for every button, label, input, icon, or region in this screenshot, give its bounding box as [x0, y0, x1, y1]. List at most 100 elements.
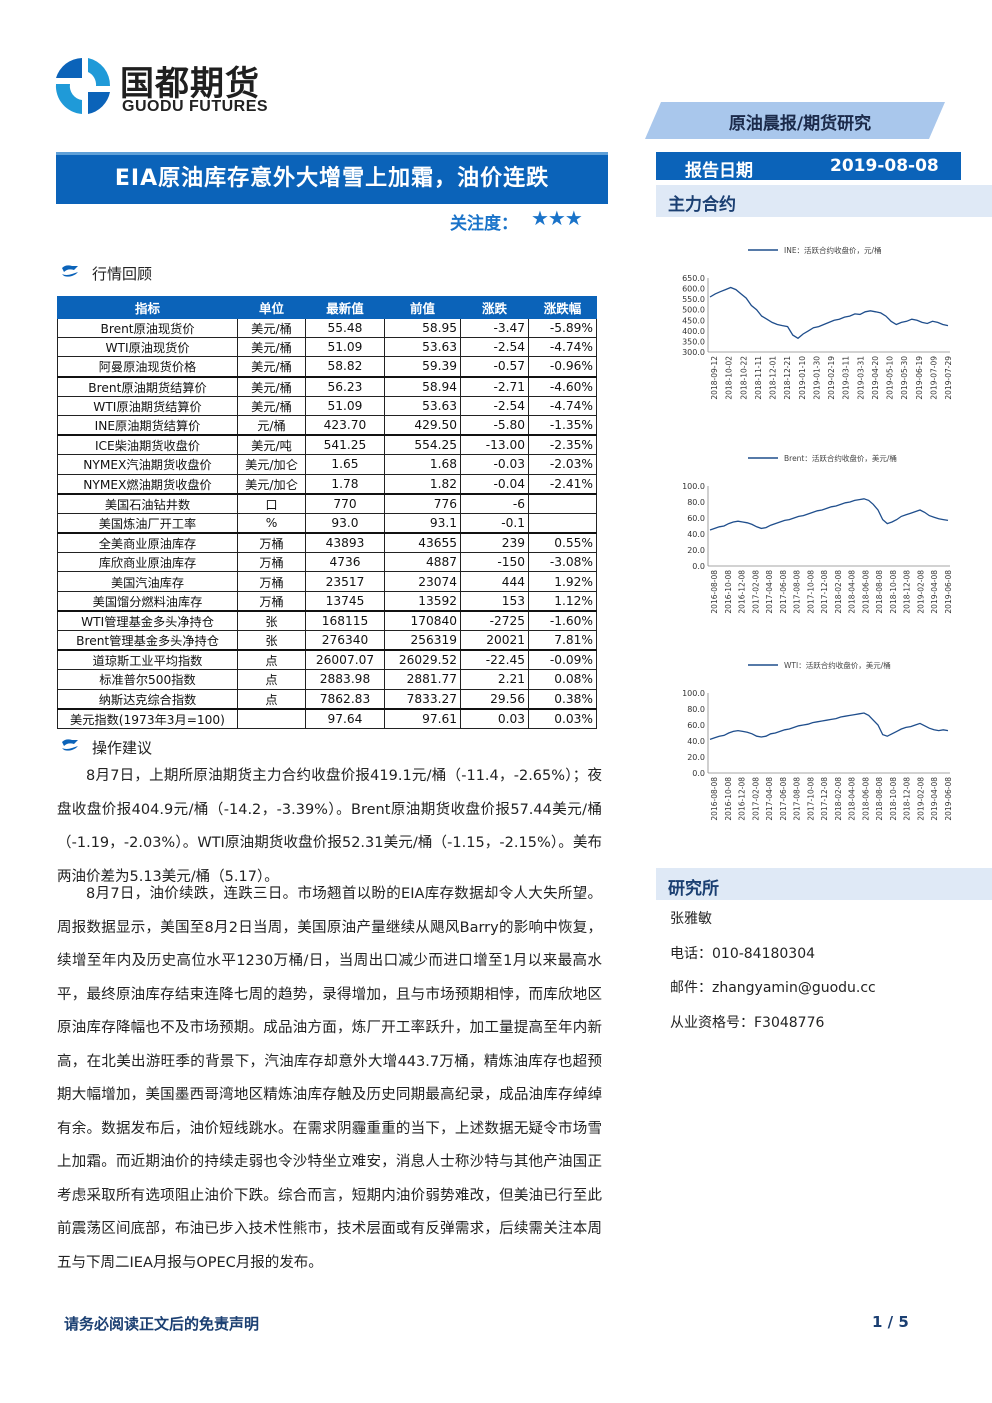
table-row: 纳斯达克综合指数点 7862.83 7833.27 29.56 0.38% [57, 688, 597, 710]
report-date-label: 报告日期 [685, 161, 753, 181]
table-cell: WTI原油现货价 [57, 337, 238, 358]
x-tick-label: 2016-12-08 [738, 777, 747, 821]
x-tick-label: 2019-06-08 [944, 570, 953, 614]
table-cell: NYMEX燃油期货收盘价 [57, 473, 238, 495]
brand-name-cn: 国都期货 [120, 64, 260, 104]
table-cell: -6 [460, 492, 529, 514]
x-tick-label: 2019-06-08 [944, 777, 953, 821]
x-tick-label: 2019-04-20 [871, 356, 880, 400]
table-cell: 美元指数(1973年3月=100) [57, 707, 238, 729]
table-row: WTI原油期货结算价 美元/桶 51.09 53.63 -2.54 -4.74% [57, 395, 597, 416]
x-tick-label: 2018-12-21 [783, 356, 792, 400]
report-date-bar [656, 152, 961, 180]
y-tick-label: 400.0 [682, 327, 705, 336]
x-tick-label: 2016-10-08 [724, 777, 733, 821]
table-cell: -5.89% [528, 317, 597, 339]
table-cell: 55.48 [305, 317, 385, 339]
brent-price-chart: Brent：活跃合约收盘价，美元/桶 100.0 80.0 60.0 40.0 20.0 0… [682, 453, 953, 614]
price-series-line [709, 498, 949, 531]
table-cell: 美元/桶 [237, 356, 306, 378]
table-cell: 美国石油钻井数 [57, 492, 238, 514]
x-tick-label: 2017-10-08 [806, 777, 815, 821]
table-cell: 444 [460, 571, 529, 592]
table-cell [528, 512, 597, 534]
table-cell: -3.08% [528, 552, 597, 573]
x-tick-label: 2017-06-08 [779, 777, 788, 821]
legend-label: INE：活跃合约收盘价，元/桶 [784, 245, 882, 255]
table-cell: 153 [460, 590, 529, 612]
x-tick-label: 2019-02-08 [916, 570, 925, 614]
table-cell: 4887 [384, 552, 461, 573]
table-cell: 万桶 [237, 552, 306, 573]
x-tick-label: 2017-08-08 [793, 570, 802, 614]
table-cell: 0.38% [528, 688, 597, 710]
y-tick-label: 40.0 [687, 530, 705, 539]
main-contract-label: 主力合约 [668, 195, 736, 215]
table-header-cell: 指标 [57, 296, 238, 319]
x-tick-label: 2019-04-08 [930, 570, 939, 614]
table-row: 阿曼原油现货价格 美元/桶 58.82 59.39 -0.57 -0.96% [57, 356, 597, 378]
table-cell: 美国汽油库存 [57, 571, 238, 592]
table-cell: -2.35% [528, 434, 597, 456]
x-tick-label: 2018-12-08 [903, 570, 912, 614]
table-cell: 51.09 [305, 337, 385, 358]
section-bullet-icon [62, 739, 78, 751]
table-cell: 93.1 [384, 512, 461, 534]
main-contract-bar [656, 185, 992, 217]
table-row: WTI管理基金多头净持仓张 168115 170840 -2725 -1.60% [57, 609, 597, 631]
table-cell: 1.78 [305, 473, 385, 495]
table-cell: 13592 [384, 590, 461, 612]
attention-label: 关注度： [450, 214, 518, 234]
table-cell: -0.57 [460, 356, 529, 378]
x-tick-label: 2017-06-08 [779, 570, 788, 614]
x-tick-label: 2018-06-08 [861, 570, 870, 614]
table-cell: 美元/桶 [237, 375, 306, 397]
y-tick-label: 100.0 [682, 482, 705, 491]
table-cell: 170840 [384, 609, 461, 631]
x-tick-label: 2018-10-02 [725, 356, 734, 400]
table-cell: 美元/桶 [237, 337, 306, 358]
y-tick-label: 350.0 [682, 337, 705, 346]
y-tick-label: 300.0 [682, 348, 705, 357]
table-cell: 58.95 [384, 317, 461, 339]
table-cell: 29.56 [460, 688, 529, 710]
table-row: 美国馏分燃料油库存 万桶 13745 13592 153 1.12% [57, 590, 597, 612]
table-row: 美国汽油库存 万桶 23517 23074 444 1.92% [57, 571, 597, 592]
table-cell: 59.39 [384, 356, 461, 378]
x-tick-label: 2017-02-08 [751, 570, 760, 614]
table-cell: 美国馏分燃料油库存 [57, 590, 238, 612]
legend-label: WTI：活跃合约收盘价，美元/桶 [784, 660, 891, 670]
table-cell: 标准普尔500指数 [57, 669, 238, 690]
table-cell: 1.82 [384, 473, 461, 495]
advice-paragraph-1: 8月7日，上期所原油期货主力合约收盘价报419.1元/桶（-11.4，-2.65… [57, 768, 602, 885]
table-cell: -3.47 [460, 317, 529, 339]
table-cell: 23074 [384, 571, 461, 592]
x-tick-label: 2018-10-08 [889, 777, 898, 821]
table-cell [528, 492, 597, 514]
table-cell: 7862.83 [305, 688, 385, 710]
y-tick-label: 600.0 [682, 285, 705, 294]
table-cell: Brent原油现货价 [57, 317, 238, 339]
table-cell: 20021 [460, 630, 529, 651]
x-tick-label: 2019-04-08 [930, 777, 939, 821]
table-row: 道琼斯工业平均指数点 26007.07 26029.52 -22.45 -0.09% [57, 649, 597, 671]
table-cell: 51.09 [305, 395, 385, 416]
table-cell: -2.54 [460, 395, 529, 416]
market-review-heading: 行情回顾 [92, 265, 153, 283]
x-tick-label: 2018-04-08 [848, 777, 857, 821]
table-cell: 53.63 [384, 395, 461, 416]
x-tick-label: 2016-10-08 [724, 570, 733, 614]
x-tick-label: 2019-05-30 [900, 356, 909, 400]
x-tick-label: 2017-12-08 [820, 570, 829, 614]
disclaimer-link[interactable]: 请务必阅读正文后的免责声明 [64, 1315, 260, 1333]
table-cell: 423.70 [305, 414, 385, 436]
table-cell: 7.81% [528, 630, 597, 651]
table-cell: 53.63 [384, 337, 461, 358]
x-tick-label: 2017-04-08 [765, 570, 774, 614]
y-tick-label: 80.0 [687, 498, 705, 507]
table-cell: 点 [237, 669, 306, 690]
table-cell: 26007.07 [305, 649, 385, 671]
table-row: INE原油期货结算价 元/桶 423.70 429.50 -5.80 -1.35% [57, 414, 597, 436]
table-row: 美国石油钻井数口 770 776 -6 [57, 492, 597, 514]
y-tick-label: 100.0 [682, 689, 705, 698]
